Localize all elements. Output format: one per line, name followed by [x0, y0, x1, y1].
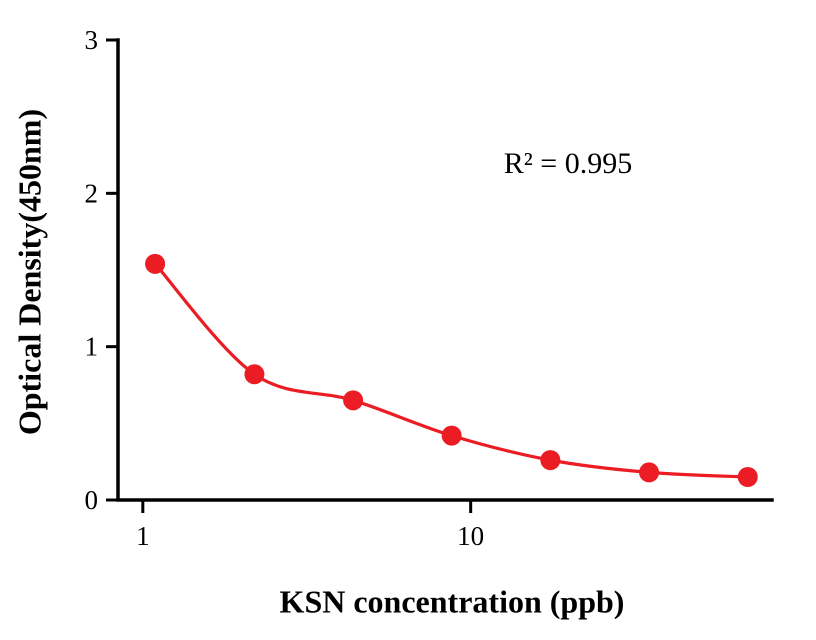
data-point	[639, 462, 660, 483]
y-tick-label: 2	[85, 178, 99, 208]
data-point	[540, 450, 561, 471]
y-axis-label: Optical Density(450nm)	[11, 108, 48, 436]
data-point	[343, 390, 364, 411]
y-tick-label: 3	[85, 25, 99, 55]
x-tick-label: 1	[136, 521, 150, 551]
data-point	[441, 425, 462, 446]
data-point	[737, 467, 758, 487]
x-tick-label: 10	[457, 521, 484, 551]
y-tick-label: 1	[85, 332, 99, 362]
y-tick-label: 0	[85, 485, 99, 515]
r-squared-annotation: R² = 0.995	[503, 147, 633, 180]
data-point	[244, 364, 265, 385]
x-axis-label: KSN concentration (ppb)	[279, 583, 625, 620]
data-point	[145, 253, 166, 274]
